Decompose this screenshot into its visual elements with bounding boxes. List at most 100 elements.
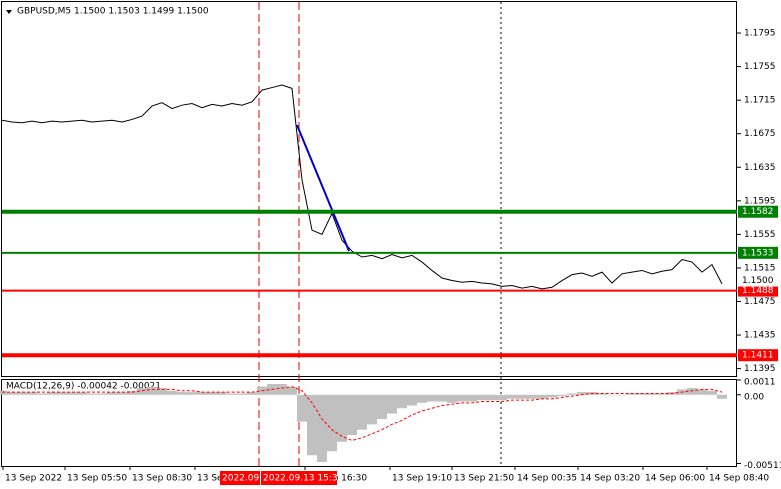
macd-bar [547,394,557,398]
y-tick-label: 1.1475 [744,297,776,307]
macd-bar [37,393,47,395]
macd-bar [127,390,137,395]
macd-bar [327,394,337,452]
macd-bar [67,392,77,395]
macd-bar [107,392,117,395]
macd-bar [647,393,657,395]
macd-bar [377,394,387,419]
macd-bar [167,390,177,395]
x-tick-label: 14 Sep 03:20 [580,474,640,484]
macd-bar [507,394,517,399]
macd-bar [477,394,487,401]
marker-label: 2022.09.13 15:30 [263,474,344,484]
macd-title: MACD(12,26,9) -0.00042 -0.00021 [6,382,161,392]
macd-bar [577,392,587,395]
level-label-box [738,349,778,362]
macd-bar [297,394,307,422]
macd-bar [487,394,497,401]
macd-bar [277,384,287,395]
macd-bar [397,394,407,409]
macd-bar [617,394,627,396]
macd-bar [207,392,217,395]
x-tick-label: 13 Se [197,474,223,484]
macd-bar [87,393,97,395]
macd-bar [137,388,147,395]
y-tick-label: 1.1395 [744,364,776,374]
chart-title: GBPUSD,M5 1.1500 1.1503 1.1499 1.1500 [17,7,209,17]
level-label-box [738,205,778,218]
y-tick-label: 1.1635 [744,163,776,173]
y-tick-label: 1.1435 [744,331,776,341]
macd-bar [247,392,257,395]
macd-bar [407,394,417,406]
macd-bar [367,394,377,425]
macd-bar [627,393,637,395]
macd-bar [537,394,547,399]
macd-bar [497,394,507,401]
x-tick-label: 13 Sep 16:30 [307,474,367,484]
price-label-box [738,274,778,287]
price-frame [1,1,737,377]
level-label-box [738,284,778,297]
macd-bar [357,394,367,430]
y-tick-label: -0.00511 [744,461,781,471]
y-tick-label: 1.1515 [744,263,776,273]
macd-bar [607,394,617,396]
macd-bar [687,388,697,395]
macd-bar [147,386,157,395]
macd-bar [447,394,457,403]
price-line [1,84,723,290]
macd-bar [527,394,537,399]
macd-bar [237,393,247,395]
macd-bar [177,392,187,395]
x-tick-label: 13 Sep 21:50 [454,474,514,484]
macd-bar [57,392,67,395]
x-tick-label: 13 Sep 2022 [5,474,62,484]
trend-line [296,124,350,252]
marker-label: 2022.09. [222,474,262,484]
menu-arrow [6,10,12,14]
y-tick-label: 1.1795 [744,29,776,39]
macd-bar [597,393,607,395]
macd-bar [187,392,197,395]
macd-bar [307,394,317,456]
macd-bar [697,389,707,395]
macd-bar [567,393,577,395]
marker-label-box [261,471,337,485]
y-tick-label: 1.1675 [744,129,776,139]
macd-bar [387,394,397,414]
macd-bar [417,394,427,403]
macd-frame [1,379,737,467]
level-label: 1.1411 [742,351,774,361]
x-tick-label: 13 Sep 05:50 [67,474,127,484]
macd-bar [27,392,37,395]
marker-label-box [220,471,260,485]
x-tick-label: 14 Sep 00:35 [517,474,577,484]
macd-bar [7,392,17,395]
macd-bar [637,393,647,395]
level-label: 1.1488 [742,286,774,296]
macd-bar [47,392,57,395]
macd-bar [467,394,477,402]
macd-bar [657,393,667,395]
macd-bar [117,392,127,395]
y-tick-label: 0.0011 [744,378,776,388]
macd-bar [157,388,167,395]
macd-bar [437,394,447,402]
y-tick-label: 1.1715 [744,96,776,106]
y-tick-label: 1.1555 [744,230,776,240]
macd-bar [227,393,237,395]
macd-bar [517,394,527,399]
macd-bar [97,393,107,395]
macd-bar [17,392,27,395]
x-tick-label: 13 Sep 19:10 [392,474,452,484]
y-tick-label: 1.1755 [744,62,776,72]
macd-bar [317,394,327,462]
macd-bar [0,390,7,395]
x-tick-label: 14 Sep 08:40 [709,474,769,484]
x-tick-label: 13 Sep 08:30 [132,474,192,484]
macd-bar [347,394,357,436]
macd-bar [217,392,227,395]
